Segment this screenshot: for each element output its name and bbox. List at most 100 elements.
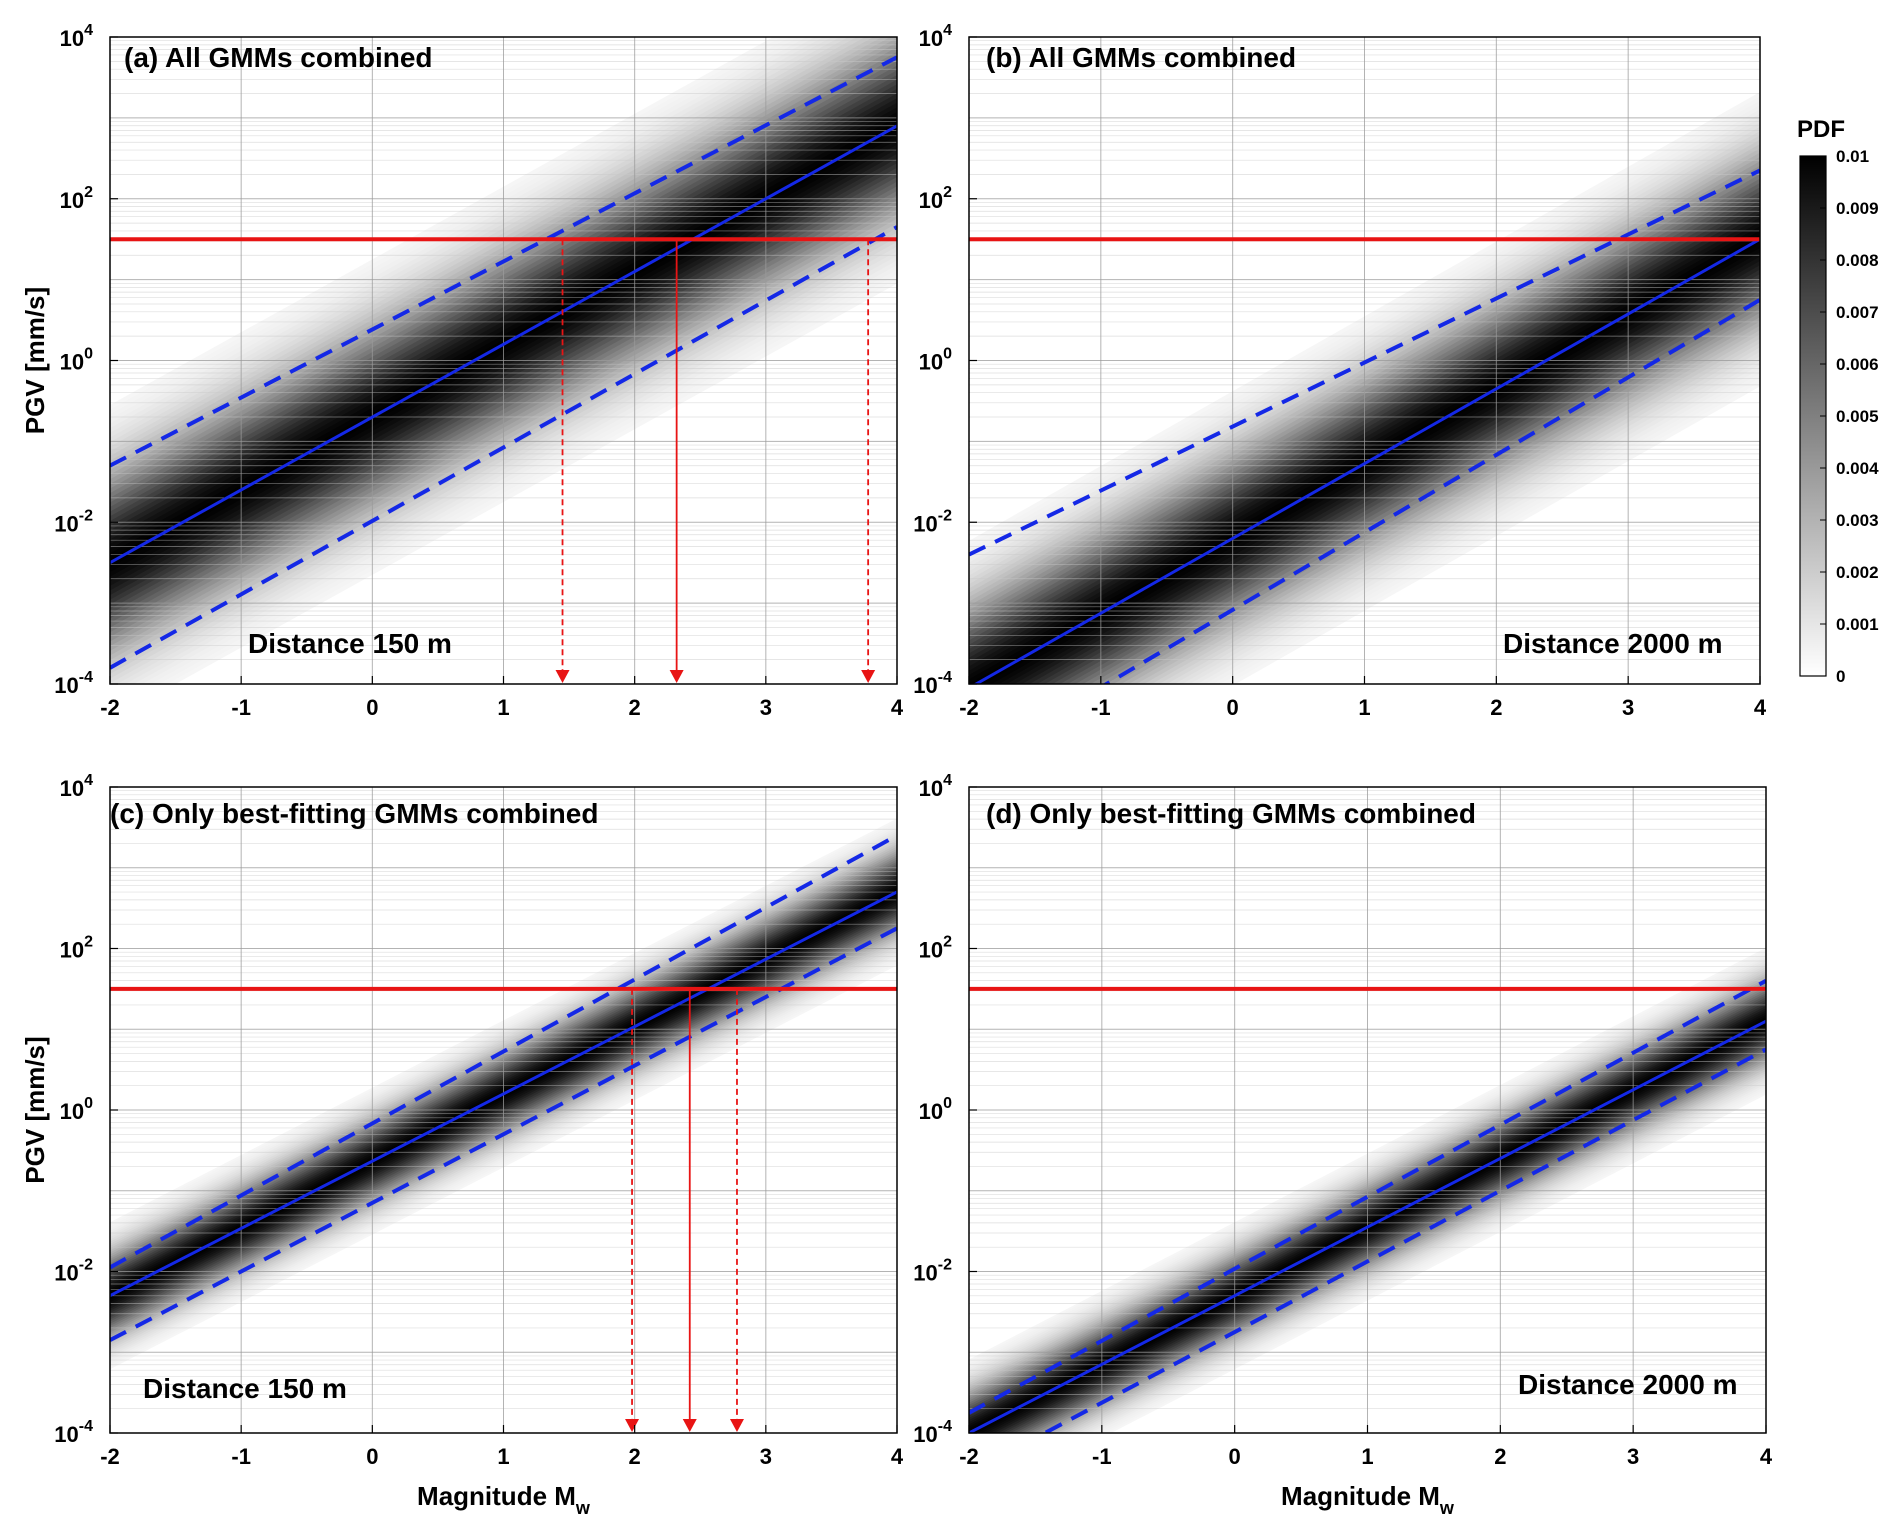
- y-tick-label: 10-4: [913, 1418, 952, 1447]
- x-tick-label: 3: [1622, 695, 1634, 720]
- colorbar-tick-label: 0.005: [1836, 407, 1879, 426]
- x-tick-label: -1: [231, 695, 251, 720]
- mean-line: [969, 1019, 1766, 1433]
- colorbar: PDF 0.01 0.009 0.008 0.007 0.006 0.005 0.004 0.0…: [1797, 116, 1879, 686]
- x-axis-label: Magnitude Mw: [417, 1481, 591, 1518]
- x-tick-label: -2: [959, 1444, 979, 1469]
- x-tick-label: 1: [497, 1444, 509, 1469]
- arrow-head: [729, 1419, 744, 1432]
- y-tick-exponent: -4: [79, 669, 93, 686]
- arrow-head: [555, 670, 570, 683]
- arrow-head: [682, 1419, 697, 1432]
- arrow-head: [625, 1419, 640, 1432]
- series-lines: [969, 168, 1760, 684]
- x-tick-label: 4: [891, 1444, 904, 1469]
- y-tick-base: 10: [919, 188, 943, 213]
- y-tick-exponent: 2: [84, 184, 93, 201]
- y-tick-base: 10: [54, 1422, 78, 1447]
- y-tick-base: 10: [919, 350, 943, 375]
- x-tick-label: -2: [959, 695, 979, 720]
- x-tick-label: -1: [1091, 695, 1111, 720]
- mean-line: [110, 890, 897, 1298]
- distance-annotation: Distance 150 m: [248, 628, 452, 659]
- colorbar-tick-label: 0.004: [1836, 459, 1879, 478]
- y-tick-base: 10: [60, 1099, 84, 1124]
- x-tick-label: 1: [1361, 1444, 1373, 1469]
- y-tick-base: 10: [60, 776, 84, 801]
- series-lines: [110, 833, 897, 1342]
- x-tick-label: -1: [1092, 1444, 1112, 1469]
- panel-title: (b) All GMMs combined: [986, 42, 1296, 73]
- bound-line: [110, 833, 897, 1270]
- x-tick-label: 0: [1227, 695, 1239, 720]
- y-tick-exponent: -2: [79, 1257, 93, 1274]
- x-tick-label: 4: [1754, 695, 1767, 720]
- y-tick-label: 10-2: [54, 507, 93, 536]
- y-tick-exponent: 2: [943, 184, 952, 201]
- y-tick-exponent: 2: [943, 934, 952, 951]
- y-tick-label: 104: [919, 22, 952, 51]
- y-tick-label: 102: [919, 184, 952, 213]
- y-tick-base: 10: [54, 511, 78, 536]
- x-tick-label: 0: [366, 1444, 378, 1469]
- y-tick-label: 100: [919, 1095, 952, 1124]
- y-tick-base: 10: [54, 1261, 78, 1286]
- y-tick-base: 10: [919, 938, 943, 963]
- x-axis-label-subscript: w: [575, 1498, 591, 1518]
- y-tick-exponent: -4: [79, 1418, 93, 1435]
- x-tick-label: 0: [1229, 1444, 1241, 1469]
- y-tick-base: 10: [913, 1261, 937, 1286]
- y-tick-label: 10-2: [54, 1257, 93, 1286]
- y-tick-base: 10: [919, 776, 943, 801]
- y-tick-label: 10-4: [913, 669, 952, 698]
- x-tick-label: 0: [366, 695, 378, 720]
- bound-line: [110, 55, 897, 468]
- x-tick-label: 3: [1627, 1444, 1639, 1469]
- y-tick-exponent: -4: [938, 1418, 952, 1435]
- bound-line: [110, 225, 897, 670]
- y-tick-base: 10: [913, 511, 937, 536]
- x-tick-label: -2: [100, 695, 120, 720]
- y-tick-exponent: 4: [943, 22, 952, 39]
- colorbar-tick-label: 0.01: [1836, 147, 1869, 166]
- y-tick-label: 102: [60, 934, 93, 963]
- y-tick-base: 10: [919, 26, 943, 51]
- y-tick-base: 10: [60, 188, 84, 213]
- series-lines: [969, 979, 1766, 1433]
- colorbar-tick-label: 0: [1836, 667, 1845, 686]
- distance-annotation: Distance 2000 m: [1503, 628, 1722, 659]
- bound-line: [1102, 298, 1760, 684]
- distance-annotation: Distance 150 m: [143, 1373, 347, 1404]
- bound-line: [969, 168, 1760, 557]
- bound-line: [1040, 1047, 1766, 1433]
- y-tick-label: 104: [919, 772, 952, 801]
- y-tick-exponent: -2: [79, 507, 93, 524]
- colorbar-tick-label: 0.003: [1836, 511, 1879, 530]
- y-tick-base: 10: [54, 673, 78, 698]
- distance-annotation: Distance 2000 m: [1518, 1369, 1737, 1400]
- y-tick-exponent: -2: [938, 1257, 952, 1274]
- y-tick-base: 10: [913, 673, 937, 698]
- y-tick-exponent: 4: [84, 22, 93, 39]
- x-tick-label: 2: [1494, 1444, 1506, 1469]
- panel-title: (c) Only best-fitting GMMs combined: [110, 798, 598, 829]
- y-tick-label: 10-2: [913, 507, 952, 536]
- y-axis-label: PGV [mm/s]: [20, 1036, 50, 1183]
- y-tick-exponent: 0: [84, 1095, 93, 1112]
- bound-line: [110, 926, 897, 1342]
- y-tick-exponent: -2: [938, 507, 952, 524]
- y-tick-exponent: 0: [943, 346, 952, 363]
- y-tick-label: 104: [60, 772, 93, 801]
- grid: [969, 787, 1766, 1433]
- y-tick-exponent: 2: [84, 934, 93, 951]
- y-tick-base: 10: [60, 938, 84, 963]
- x-tick-label: 1: [1358, 695, 1370, 720]
- y-tick-exponent: -4: [938, 669, 952, 686]
- x-axis-label-main: Magnitude M: [417, 1481, 576, 1511]
- x-tick-label: 3: [760, 695, 772, 720]
- y-tick-label: 100: [60, 346, 93, 375]
